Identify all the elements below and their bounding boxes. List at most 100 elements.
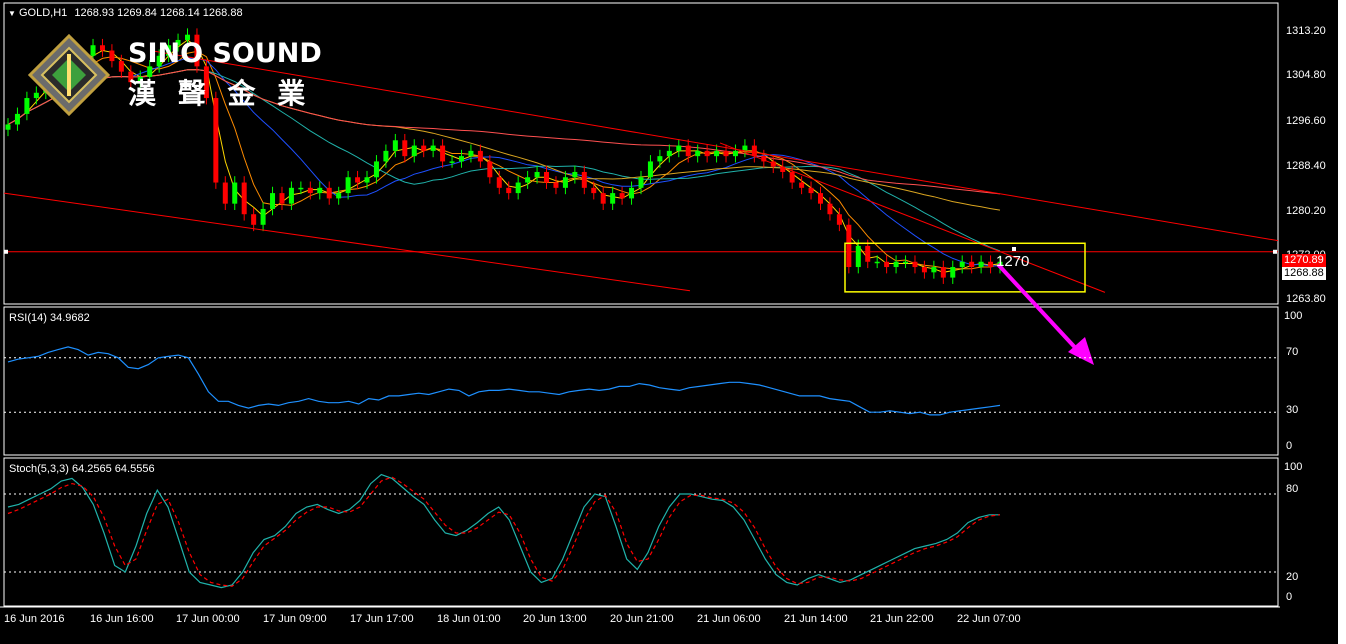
- time-tick: 16 Jun 16:00: [90, 613, 154, 625]
- candle-body: [203, 66, 209, 99]
- down-arrow-shaft: [996, 263, 1084, 357]
- candle-body: [978, 261, 984, 268]
- candle-body: [477, 150, 483, 162]
- candle-body: [619, 193, 625, 199]
- candle-body: [855, 245, 861, 268]
- candle-body: [525, 177, 531, 183]
- candle-body: [222, 182, 228, 204]
- pane-border: [3, 2, 1279, 305]
- logo-chinese-name: 漢 聲 金 業: [128, 77, 312, 110]
- candle-body: [808, 187, 814, 194]
- candle-body: [591, 187, 597, 194]
- candle-body: [534, 171, 540, 178]
- moving-average-line: [7, 39, 1001, 273]
- price-tick: 1280.20: [1286, 205, 1326, 217]
- trend-line-short: [719, 142, 1106, 293]
- candle-body: [799, 182, 805, 188]
- candle-body: [789, 171, 795, 183]
- price-tick: 1313.20: [1286, 25, 1326, 37]
- price-annotation: 1270: [996, 253, 1030, 270]
- stoch-main-line: [7, 473, 1000, 589]
- time-tick: 18 Jun 01:00: [437, 613, 501, 625]
- candle-body: [326, 187, 332, 199]
- candle-body: [449, 161, 455, 163]
- candle-body: [638, 177, 644, 188]
- candle-body: [279, 193, 285, 204]
- candle-body: [676, 145, 682, 151]
- line-anchor: [1273, 249, 1277, 254]
- price-tick: 1263.80: [1286, 293, 1326, 305]
- candle-body: [137, 76, 143, 83]
- moving-average-line: [7, 57, 1000, 267]
- candle-body: [5, 124, 11, 130]
- candle-body: [610, 193, 616, 204]
- stoch-level: 80: [1286, 483, 1299, 495]
- time-tick: 16 Jun 2016: [4, 613, 65, 625]
- candle-body: [723, 150, 729, 157]
- cursor-marker: [1012, 247, 1016, 251]
- candle-body: [90, 45, 96, 56]
- candle-body: [440, 145, 446, 162]
- candle-body: [364, 177, 370, 183]
- price-tick: 1288.40: [1286, 160, 1326, 172]
- candle-body: [950, 267, 956, 278]
- candle-body: [931, 267, 937, 273]
- ohlc-values: 1268.93 1269.84 1268.14 1268.88: [74, 7, 243, 19]
- rsi-line: [7, 346, 1001, 416]
- candle-body: [912, 261, 918, 268]
- candle-body: [487, 161, 493, 178]
- candle-body: [232, 182, 238, 204]
- time-tick: 21 Jun 14:00: [784, 613, 848, 625]
- stoch-level: 20: [1286, 571, 1299, 583]
- candle-body: [903, 261, 909, 264]
- candle-body: [817, 193, 823, 204]
- time-tick: 21 Jun 06:00: [697, 613, 761, 625]
- candle-body: [515, 182, 521, 194]
- diamond-logo-icon: [28, 34, 110, 116]
- time-tick: 22 Jun 07:00: [957, 613, 1021, 625]
- stoch-level: 100: [1284, 461, 1303, 473]
- candle-body: [893, 261, 899, 268]
- time-tick: 21 Jun 22:00: [870, 613, 934, 625]
- candle-body: [988, 261, 994, 268]
- moving-average-line: [7, 69, 1001, 195]
- candle-body: [430, 145, 436, 151]
- candle-body: [704, 150, 710, 157]
- candle-body: [921, 267, 927, 273]
- candle-body: [194, 34, 200, 67]
- candle-body: [14, 113, 20, 125]
- candle-body: [213, 98, 219, 183]
- dropdown-triangle-icon[interactable]: ▼: [8, 9, 16, 18]
- candle-body: [251, 214, 257, 225]
- candle-body: [865, 245, 871, 262]
- candle-body: [373, 161, 379, 178]
- candle-body: [846, 224, 852, 268]
- candle-body: [666, 150, 672, 157]
- candle-body: [496, 177, 502, 188]
- pane-border: [3, 457, 1279, 607]
- highlight-box: [844, 242, 1086, 293]
- candle-body: [732, 150, 738, 157]
- time-tick: 17 Jun 09:00: [263, 613, 327, 625]
- candle-body: [402, 140, 408, 157]
- symbol-header: ▼ GOLD,H1 1268.93 1269.84 1268.14 1268.8…: [8, 7, 243, 19]
- candle-body: [185, 34, 191, 40]
- rsi-level: 70: [1286, 346, 1299, 358]
- trend-line-lower: [3, 192, 691, 292]
- candle-body: [24, 98, 30, 114]
- candle-body: [241, 182, 247, 215]
- price-tick: 1304.80: [1286, 69, 1326, 81]
- stoch-label: Stoch(5,3,3) 64.2565 64.5556: [9, 463, 155, 475]
- line-anchor: [4, 249, 8, 254]
- candle-body: [345, 177, 351, 194]
- candle-body: [836, 214, 842, 225]
- candle-body: [562, 177, 568, 188]
- down-arrow-head: [1068, 337, 1094, 365]
- candle-body: [355, 177, 361, 183]
- pane-border: [3, 306, 1279, 456]
- candle-body: [166, 45, 172, 56]
- candle-body: [874, 261, 880, 264]
- window-edge: [1338, 0, 1346, 644]
- current-price-tag: 1268.88: [1282, 267, 1326, 280]
